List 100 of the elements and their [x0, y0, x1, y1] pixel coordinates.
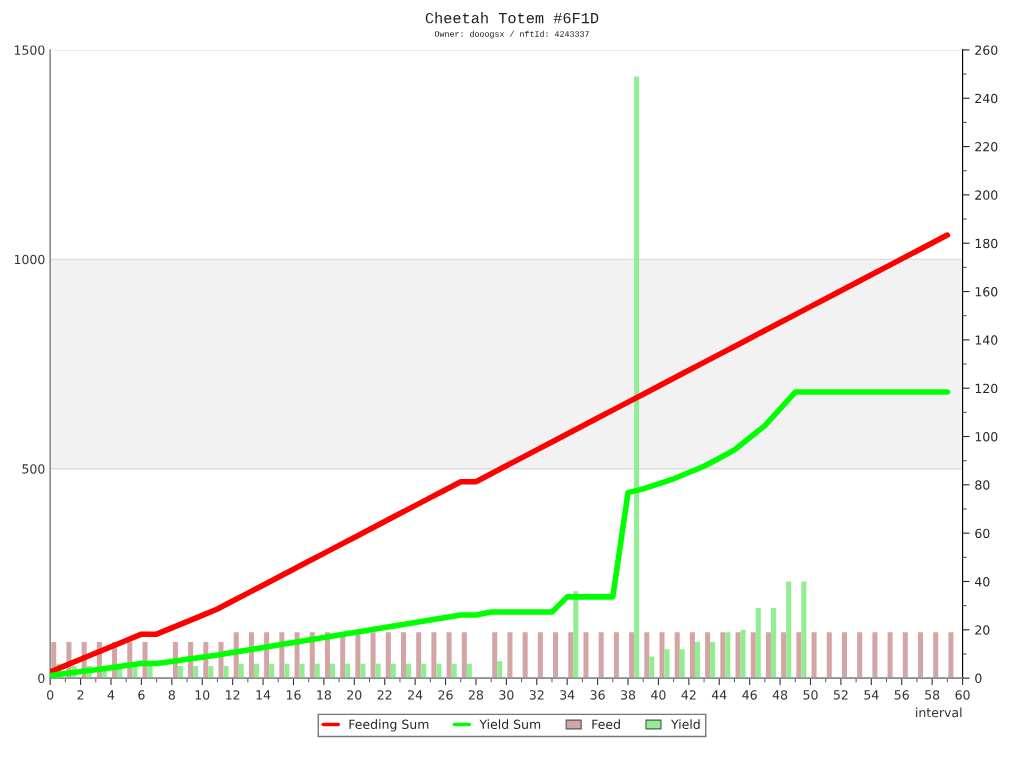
y2-tick-label: 80: [975, 480, 990, 490]
bar: [664, 649, 670, 679]
bar: [659, 632, 665, 679]
bar: [750, 632, 756, 679]
x-tick-label: 32: [529, 690, 544, 700]
bar: [796, 632, 802, 679]
x-tick-label: 58: [925, 690, 940, 700]
x-axis-title: interval: [916, 707, 962, 718]
bar: [583, 632, 589, 679]
x-tick-label: 46: [742, 690, 757, 700]
x-tick-label: 18: [317, 690, 331, 700]
bar: [497, 661, 503, 679]
bar: [765, 632, 771, 679]
bar: [826, 632, 832, 679]
x-tick-label: 34: [560, 690, 575, 700]
bar: [634, 76, 640, 679]
bar: [887, 632, 893, 679]
y2-tick-label: 220: [975, 142, 998, 152]
bar: [568, 632, 574, 679]
legend-label: Feeding Sum: [349, 719, 429, 732]
x-tick-label: 54: [864, 690, 879, 700]
y2-tick-label: 260: [975, 45, 998, 55]
y-tick-label: 1500: [14, 45, 45, 55]
bar: [355, 632, 361, 679]
x-tick-label: 30: [499, 690, 514, 700]
bar: [918, 632, 924, 679]
bar: [400, 632, 407, 679]
bar: [537, 632, 543, 679]
y2-tick-label: 240: [975, 93, 998, 104]
bar: [755, 608, 761, 679]
bar: [801, 581, 807, 679]
y-tick-label: 500: [22, 464, 45, 474]
y2-tick-label: 40: [974, 576, 990, 587]
x-tick-label: 48: [772, 690, 788, 700]
x-tick-label: 56: [894, 690, 909, 700]
bar: [416, 632, 422, 679]
bar: [679, 649, 685, 679]
bar: [492, 632, 498, 679]
x-tick-label: 60: [955, 690, 970, 700]
x-tick-label: 16: [286, 690, 301, 700]
bar: [710, 641, 716, 679]
x-tick-label: 52: [833, 690, 848, 700]
bar: [857, 632, 863, 679]
x-tick-label: 24: [408, 690, 423, 700]
bar: [208, 666, 214, 679]
x-tick-label: 50: [803, 690, 818, 700]
bar: [598, 632, 604, 679]
x-tick-label: 12: [226, 690, 240, 700]
x-tick-label: 40: [651, 690, 666, 700]
bar: [629, 632, 635, 679]
y-tick-label: 0: [38, 673, 45, 684]
legend-label: Yield: [670, 719, 700, 730]
x-tick-label: 38: [621, 690, 636, 700]
bar: [720, 632, 726, 679]
bar: [735, 632, 741, 679]
bar: [193, 666, 199, 679]
bar: [841, 632, 847, 679]
x-tick-label: 42: [681, 690, 696, 700]
y2-tick-label: 20: [975, 625, 990, 635]
bar: [689, 632, 695, 679]
bar: [553, 632, 559, 679]
x-tick-label: 36: [590, 690, 605, 700]
y2-tick-label: 60: [975, 528, 990, 539]
bar: [740, 629, 746, 679]
bar: [948, 632, 954, 679]
x-tick-label: 28: [468, 690, 484, 700]
y2-tick-label: 140: [975, 335, 998, 345]
y2-tick-label: 180: [975, 238, 998, 249]
x-tick-label: 8: [168, 690, 175, 700]
bar: [644, 632, 650, 679]
bar: [223, 666, 229, 679]
bar: [461, 632, 467, 679]
bar: [705, 632, 711, 679]
x-tick-label: 22: [377, 690, 392, 700]
bar: [370, 632, 376, 679]
bar: [781, 632, 787, 679]
x-tick-label: 0: [47, 690, 54, 700]
x-tick-label: 14: [256, 690, 271, 700]
y2-tick-label: 120: [975, 383, 998, 394]
bar: [507, 632, 513, 679]
bar: [385, 632, 391, 679]
bar: [933, 632, 939, 679]
y2-tick-label: 200: [975, 190, 998, 200]
x-tick-label: 26: [438, 690, 453, 700]
bar: [872, 632, 878, 679]
y-tick-label: 1000: [14, 254, 45, 265]
bar: [177, 666, 183, 679]
bar: [811, 632, 817, 679]
x-tick-label: 20: [347, 690, 362, 700]
x-tick-label: 2: [77, 690, 84, 700]
x-tick-label: 10: [195, 690, 210, 700]
x-tick-label: 6: [138, 690, 145, 700]
y2-tick-label: 100: [975, 431, 998, 442]
bar: [573, 591, 579, 679]
bar: [674, 632, 680, 679]
bar: [786, 581, 792, 679]
x-tick-label: 44: [711, 690, 727, 700]
chart-title: Cheetah Totem #6F1D: [425, 12, 599, 24]
legend-label: Yield Sum: [479, 719, 541, 730]
bar: [902, 632, 908, 679]
